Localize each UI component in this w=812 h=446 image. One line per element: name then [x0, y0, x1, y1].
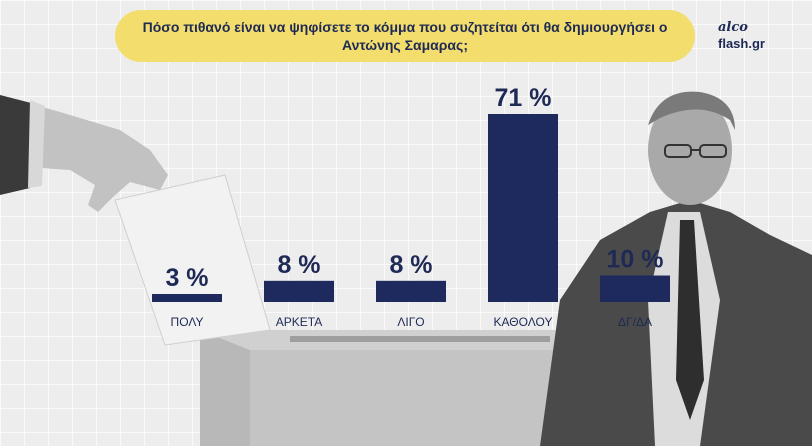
logo-line-2: flash.gr — [718, 36, 765, 51]
bar-value-label-2: 8 % — [389, 251, 432, 279]
category-label-4: ΔΓ/ΔΑ — [618, 315, 652, 329]
chart-title-banner: Πόσο πιθανό είναι να ψηφίσετε το κόμμα π… — [115, 10, 695, 62]
bar-3 — [488, 114, 558, 302]
category-label-1: ΑΡΚΕΤΑ — [276, 315, 322, 329]
hand-illustration — [0, 95, 168, 212]
person-photo — [540, 91, 812, 446]
chart-title: Πόσο πιθανό είναι να ψηφίσετε το κόμμα π… — [142, 19, 668, 53]
alco-flash-logo: alco flash.gr — [718, 20, 765, 52]
category-label-0: ΠΟΛΥ — [171, 315, 204, 329]
ballot-paper-illustration — [114, 174, 271, 346]
bar-4 — [600, 275, 670, 302]
bar-value-label-3: 71 % — [495, 84, 552, 112]
bar-value-label-1: 8 % — [277, 251, 320, 279]
bar-1 — [264, 280, 334, 302]
bar-value-label-0: 3 % — [165, 264, 208, 292]
ballot-box-illustration — [200, 330, 640, 446]
bar-value-label-4: 10 % — [607, 246, 664, 274]
category-label-3: ΚΑΘΟΛΟΥ — [494, 315, 553, 329]
bar-0 — [152, 294, 222, 302]
bar-2 — [376, 280, 446, 302]
logo-line-1: alco — [718, 20, 748, 35]
category-label-2: ΛΙΓΟ — [397, 315, 424, 329]
